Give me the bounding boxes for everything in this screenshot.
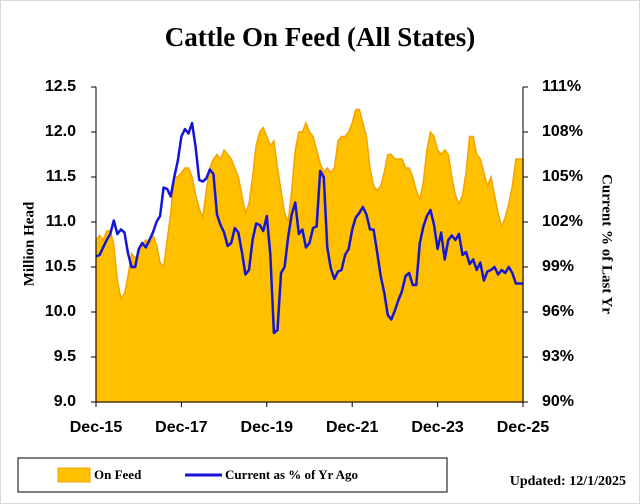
y-tick-label: 9.5 bbox=[54, 348, 76, 365]
x-tick-label: Dec-23 bbox=[411, 419, 464, 436]
legend-swatch bbox=[57, 467, 91, 483]
y2-axis-label: Current % of Last Yr bbox=[599, 174, 615, 314]
y-tick-label: 10.5 bbox=[45, 258, 76, 275]
y-tick-label: 11.5 bbox=[46, 168, 76, 185]
y-tick-label: 12.0 bbox=[45, 123, 76, 140]
y2-tick-label: 108% bbox=[542, 123, 583, 140]
y2-tick-label: 111% bbox=[542, 78, 581, 95]
y2-tick-label: 93% bbox=[542, 348, 574, 365]
y2-tick-label: 90% bbox=[542, 393, 574, 410]
x-tick-label: Dec-19 bbox=[241, 419, 294, 436]
x-tick-label: Dec-25 bbox=[497, 419, 550, 436]
x-tick-label: Dec-15 bbox=[70, 419, 123, 436]
y2-tick-label: 105% bbox=[542, 168, 583, 185]
y-tick-label: 9.0 bbox=[54, 393, 76, 410]
update-note: Updated: 12/1/2025 bbox=[510, 474, 626, 489]
line bbox=[95, 121, 523, 335]
y2-tick-label: 99% bbox=[542, 258, 574, 275]
chart-title: Cattle On Feed (All States) bbox=[165, 22, 475, 52]
x-tick-label: Dec-17 bbox=[155, 419, 208, 436]
y-tick-label: 11.0 bbox=[46, 213, 76, 230]
y2-tick-label: 102% bbox=[542, 213, 583, 230]
legend-label: Current as % of Yr Ago bbox=[225, 467, 358, 482]
legend-label: On Feed bbox=[94, 467, 142, 482]
y-tick-label: 10.0 bbox=[45, 303, 76, 320]
x-tick-label: Dec-21 bbox=[326, 419, 379, 436]
y2-tick-label: 96% bbox=[542, 303, 574, 320]
area bbox=[95, 108, 524, 403]
y-tick-label: 12.5 bbox=[45, 78, 76, 95]
y-axis-label: Million Head bbox=[21, 201, 37, 286]
